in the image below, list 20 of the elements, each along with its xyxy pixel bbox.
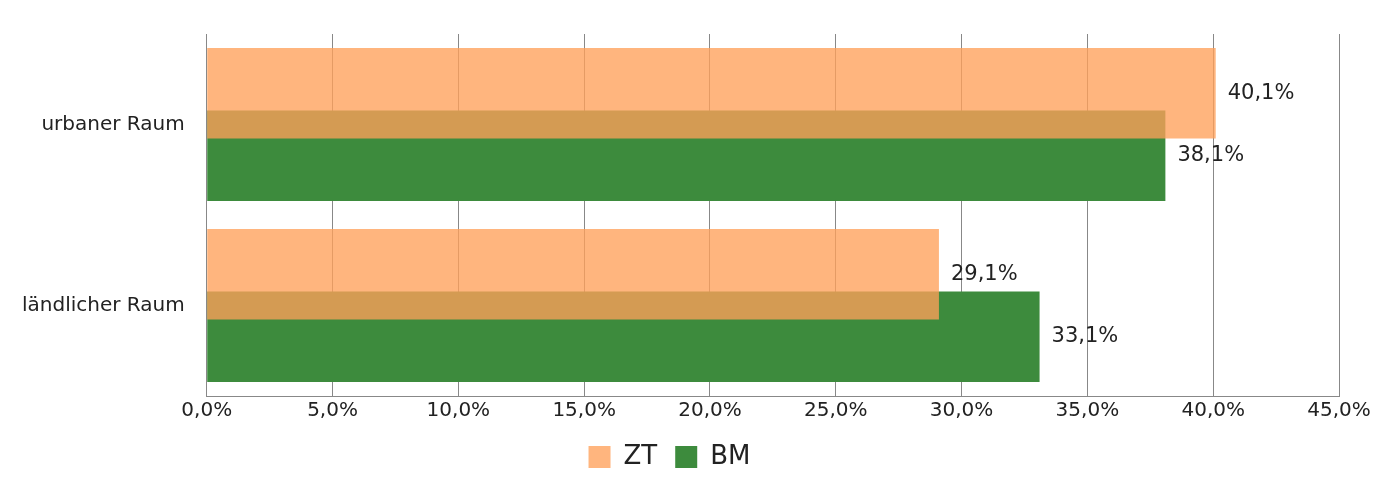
data-label: 38,1% — [1177, 142, 1245, 167]
x-tick-label: 10,0% — [426, 397, 491, 422]
x-tick-label: 0,0% — [181, 397, 233, 422]
legend-label: ZT — [623, 439, 658, 470]
legend-label: BM — [710, 439, 751, 470]
x-tick-label: 40,0% — [1181, 397, 1245, 422]
x-tick-label: 5,0% — [307, 397, 358, 422]
data-label: 29,1% — [950, 260, 1018, 285]
y-tick-label: urbaner Raum — [41, 110, 185, 135]
bar — [207, 48, 1216, 139]
x-tick-label: 35,0% — [1055, 397, 1120, 422]
data-label: 33,1% — [1051, 323, 1119, 348]
x-tick-label: 20,0% — [678, 397, 742, 422]
y-tick-label: ländlicher Raum — [21, 291, 185, 316]
x-tick-label: 25,0% — [803, 397, 868, 422]
data-label: 40,1% — [1227, 79, 1295, 104]
bar — [207, 229, 939, 320]
x-tick-label: 30,0% — [929, 397, 994, 422]
x-tick-label: 45,0% — [1307, 397, 1371, 422]
x-tick-label: 15,0% — [552, 397, 616, 422]
